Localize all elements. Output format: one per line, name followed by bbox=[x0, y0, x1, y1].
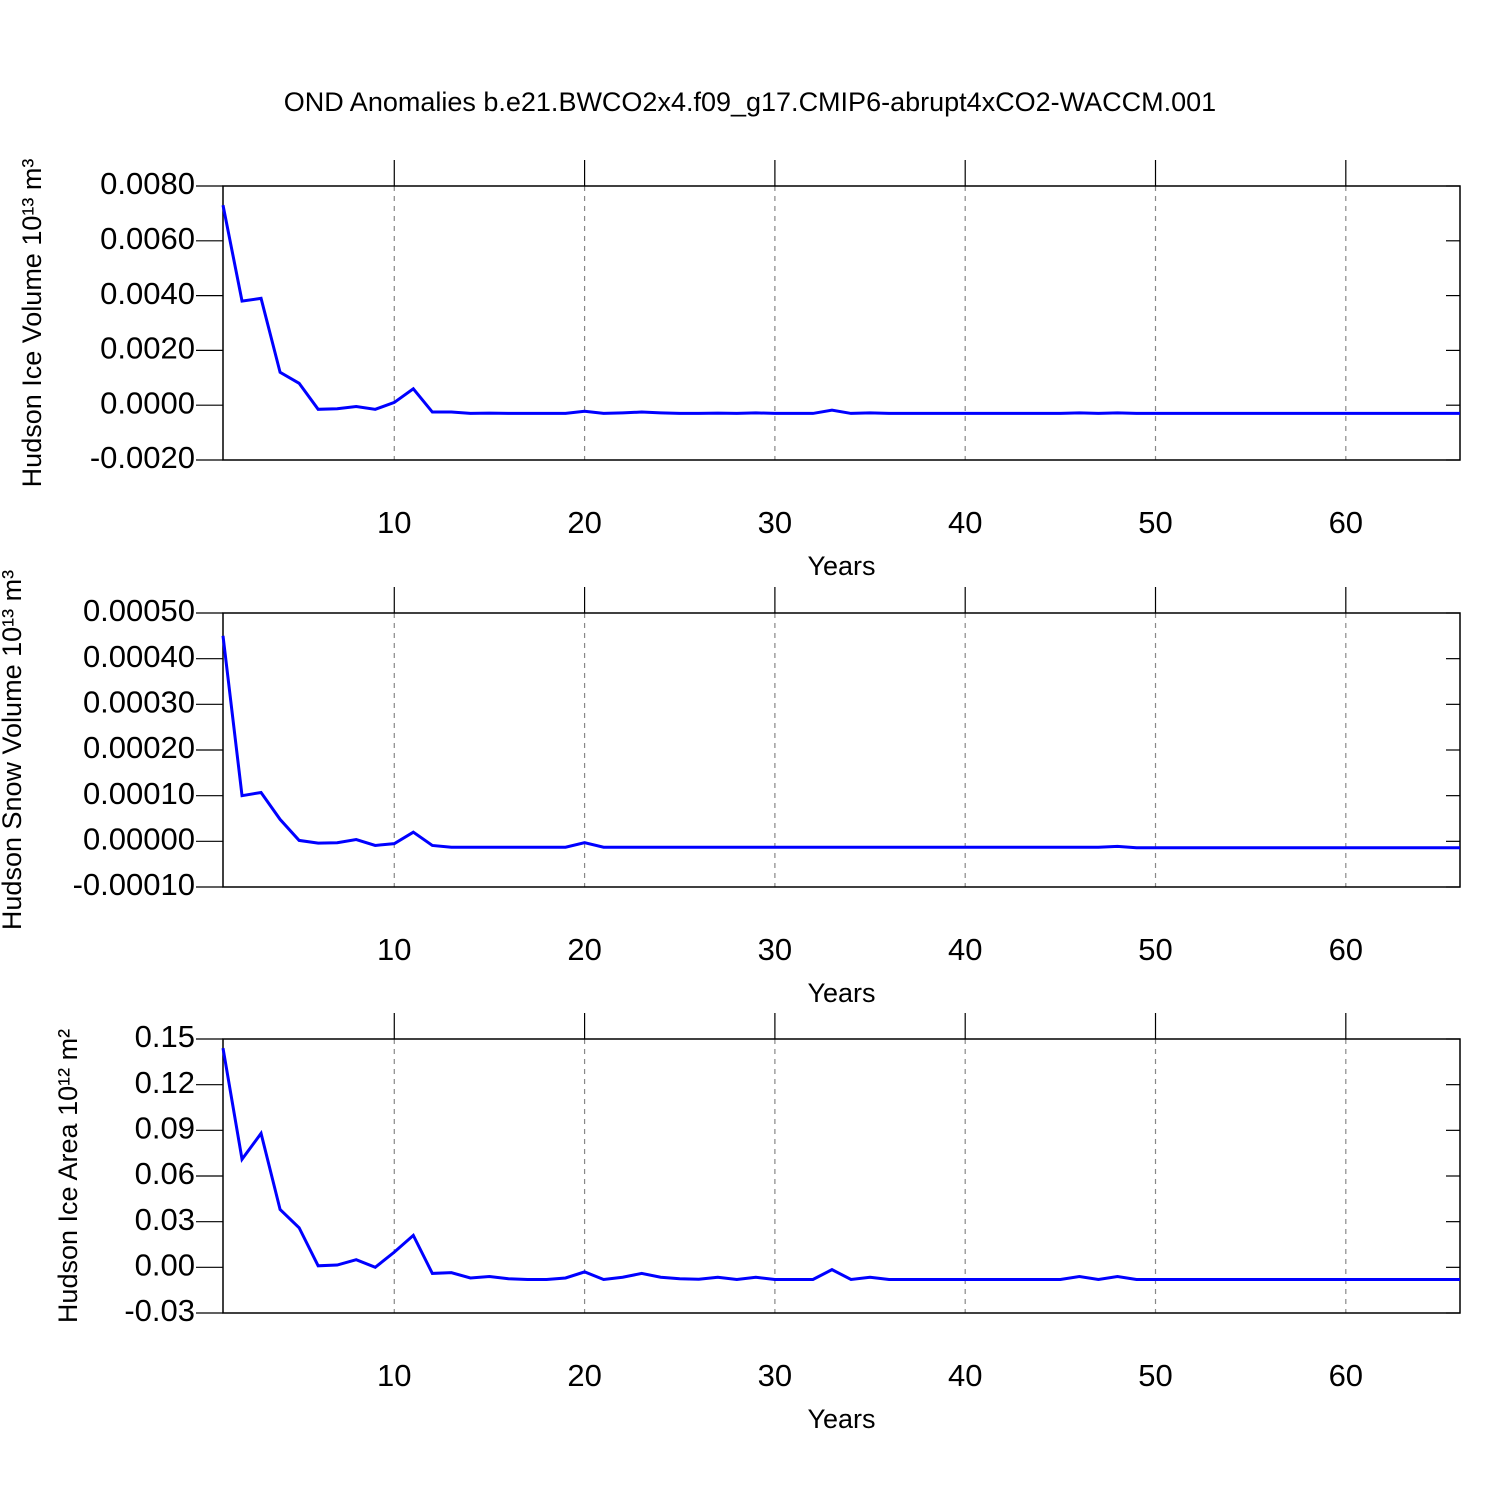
data-line bbox=[221, 204, 1460, 415]
chart-title: OND Anomalies b.e21.BWCO2x4.f09_g17.CMIP… bbox=[284, 87, 1216, 117]
x-tick-label: 50 bbox=[1138, 932, 1172, 967]
y-tick-label: 0.00030 bbox=[83, 685, 195, 720]
x-tick-label: 20 bbox=[567, 932, 601, 967]
x-axis-label: Years bbox=[807, 978, 875, 1008]
plot-frame bbox=[222, 1038, 1461, 1314]
x-tick-label: 30 bbox=[758, 1358, 792, 1393]
x-tick-label: 40 bbox=[948, 505, 982, 540]
y-tick-label: 0.0080 bbox=[100, 166, 195, 201]
y-tick-label: 0.00 bbox=[135, 1248, 195, 1283]
y-tick-label: 0.0000 bbox=[100, 385, 195, 420]
y-tick-label: 0.03 bbox=[135, 1202, 195, 1237]
x-tick-label: 10 bbox=[377, 505, 411, 540]
y-tick-label: 0.15 bbox=[135, 1019, 195, 1054]
x-tick-label: 60 bbox=[1329, 932, 1363, 967]
y-tick-label: -0.03 bbox=[124, 1293, 195, 1328]
y-tick-label: -0.0020 bbox=[90, 440, 195, 475]
x-axis-label: Years bbox=[807, 551, 875, 581]
y-tick-label: 0.00010 bbox=[83, 776, 195, 811]
y-tick-label: 0.00040 bbox=[83, 639, 195, 674]
y-axis-label: Hudson Ice Area 10¹² m² bbox=[53, 1029, 83, 1323]
x-tick-label: 30 bbox=[758, 505, 792, 540]
x-tick-label: 40 bbox=[948, 1358, 982, 1393]
x-tick-label: 20 bbox=[567, 1358, 601, 1393]
y-tick-label: 0.0040 bbox=[100, 276, 195, 311]
x-tick-label: 50 bbox=[1138, 505, 1172, 540]
x-tick-label: 10 bbox=[377, 932, 411, 967]
x-tick-label: 40 bbox=[948, 932, 982, 967]
y-tick-label: 0.06 bbox=[135, 1156, 195, 1191]
x-tick-label: 60 bbox=[1329, 1358, 1363, 1393]
plot-frame bbox=[222, 185, 1461, 461]
y-tick-label: 0.0060 bbox=[100, 221, 195, 256]
data-line bbox=[221, 635, 1460, 850]
y-tick-label: 0.00020 bbox=[83, 730, 195, 765]
y-tick-label: 0.00050 bbox=[83, 593, 195, 628]
x-tick-label: 60 bbox=[1329, 505, 1363, 540]
data-line bbox=[221, 1047, 1460, 1282]
y-tick-label: 0.0020 bbox=[100, 331, 195, 366]
y-axis-label: Hudson Snow Volume 10¹³ m³ bbox=[0, 570, 27, 930]
x-axis-label: Years bbox=[807, 1404, 875, 1434]
x-tick-label: 50 bbox=[1138, 1358, 1172, 1393]
x-tick-label: 30 bbox=[758, 932, 792, 967]
x-tick-label: 10 bbox=[377, 1358, 411, 1393]
y-tick-label: -0.00010 bbox=[73, 867, 195, 902]
y-tick-label: 0.09 bbox=[135, 1111, 195, 1146]
plot-frame bbox=[222, 612, 1461, 888]
y-tick-label: 0.00000 bbox=[83, 822, 195, 857]
y-tick-label: 0.12 bbox=[135, 1065, 195, 1100]
x-tick-label: 20 bbox=[567, 505, 601, 540]
y-axis-label: Hudson Ice Volume 10¹³ m³ bbox=[17, 159, 47, 488]
